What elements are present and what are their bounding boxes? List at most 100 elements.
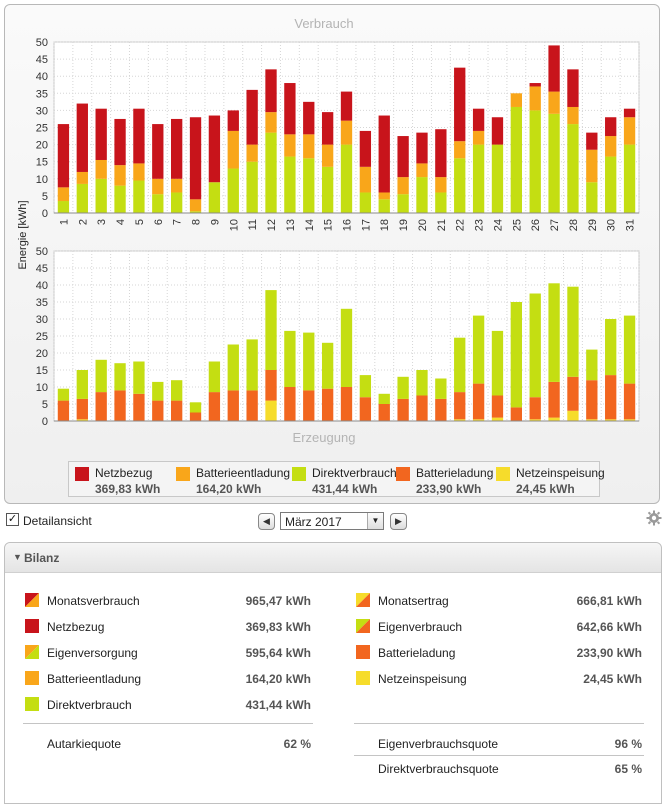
bar-segment-batterieentladung[interactable]: [472, 130, 485, 145]
bar-segment-batterieladung[interactable]: [171, 400, 183, 421]
bar-segment-direktverbrauch[interactable]: [303, 332, 315, 391]
bar-segment-netzbezug[interactable]: [378, 115, 390, 193]
bar-segment-direktverbrauch[interactable]: [208, 182, 221, 213]
bar-segment-direktverbrauch[interactable]: [133, 361, 145, 394]
bar-segment-direktverbrauch[interactable]: [435, 378, 447, 399]
bilanz-header[interactable]: ▼ Bilanz: [5, 543, 661, 573]
bar-segment-netzbezug[interactable]: [171, 118, 183, 179]
bar-segment-direktverbrauch[interactable]: [397, 194, 409, 213]
bar-segment-batterieentladung[interactable]: [416, 163, 428, 178]
bar-segment-batterieladung[interactable]: [397, 398, 409, 421]
bar-segment-direktverbrauch[interactable]: [76, 183, 88, 213]
bar-segment-direktverbrauch[interactable]: [567, 286, 579, 377]
bar-segment-netzbezug[interactable]: [208, 115, 221, 183]
bar-segment-batterieentladung[interactable]: [265, 112, 277, 133]
bar-segment-batterieladung[interactable]: [435, 398, 447, 421]
bar-segment-batterieladung[interactable]: [454, 392, 466, 420]
bar-segment-direktverbrauch[interactable]: [586, 349, 598, 381]
bar-segment-netzbezug[interactable]: [95, 108, 107, 160]
bar-segment-batterieentladung[interactable]: [133, 163, 145, 181]
bar-segment-batterieentladung[interactable]: [586, 149, 598, 183]
bar-segment-batterieladung[interactable]: [340, 387, 353, 421]
bar-segment-netzbezug[interactable]: [321, 112, 334, 145]
bar-segment-batterieentladung[interactable]: [189, 199, 202, 212]
bar-segment-netzbezug[interactable]: [529, 83, 541, 87]
bar-segment-netzbezug[interactable]: [586, 132, 598, 150]
bar-segment-netzbezug[interactable]: [227, 110, 239, 131]
detail-label[interactable]: Detailansicht: [23, 514, 92, 528]
bar-segment-batterieladung[interactable]: [529, 397, 541, 420]
month-select[interactable]: März 2017 ▼: [280, 512, 384, 530]
bar-segment-batterieladung[interactable]: [567, 376, 579, 411]
bar-segment-batterieladung[interactable]: [76, 398, 88, 420]
bar-segment-batterieladung[interactable]: [416, 395, 428, 422]
bar-segment-netzeinspeisung[interactable]: [265, 400, 277, 421]
bar-segment-netzbezug[interactable]: [303, 101, 315, 135]
bar-segment-direktverbrauch[interactable]: [152, 381, 164, 401]
detail-checkbox[interactable]: ✓: [6, 513, 19, 526]
bar-segment-direktverbrauch[interactable]: [454, 158, 466, 213]
bar-segment-netzbezug[interactable]: [57, 124, 70, 188]
bar-segment-direktverbrauch[interactable]: [378, 393, 390, 404]
bar-segment-batterieladung[interactable]: [586, 380, 598, 420]
bar-segment-direktverbrauch[interactable]: [529, 110, 541, 213]
bar-segment-direktverbrauch[interactable]: [152, 194, 164, 213]
bar-segment-netzbezug[interactable]: [114, 118, 126, 166]
bar-segment-direktverbrauch[interactable]: [454, 337, 466, 393]
bar-segment-batterieladung[interactable]: [378, 404, 390, 421]
bar-segment-netzbezug[interactable]: [548, 45, 560, 92]
bar-segment-netzeinspeisung[interactable]: [548, 417, 560, 421]
bar-segment-direktverbrauch[interactable]: [246, 161, 258, 213]
bar-segment-batterieladung[interactable]: [246, 390, 258, 421]
bar-segment-batterieentladung[interactable]: [284, 134, 296, 157]
bar-segment-batterieentladung[interactable]: [340, 120, 353, 145]
bar-segment-batterieentladung[interactable]: [510, 93, 522, 107]
bar-segment-batterieladung[interactable]: [605, 375, 617, 420]
bar-segment-batterieladung[interactable]: [548, 381, 560, 418]
bar-segment-netzeinspeisung[interactable]: [605, 419, 617, 421]
bar-segment-batterieladung[interactable]: [303, 390, 315, 421]
bar-segment-direktverbrauch[interactable]: [491, 144, 504, 213]
bar-segment-batterieladung[interactable]: [623, 383, 636, 420]
bar-segment-direktverbrauch[interactable]: [171, 192, 183, 213]
bar-segment-batterieentladung[interactable]: [57, 187, 70, 202]
bar-segment-batterieentladung[interactable]: [227, 130, 239, 169]
bar-segment-direktverbrauch[interactable]: [548, 113, 560, 213]
bar-segment-batterieentladung[interactable]: [623, 117, 636, 145]
chevron-down-icon[interactable]: ▼: [367, 513, 383, 529]
bar-segment-direktverbrauch[interactable]: [95, 178, 107, 213]
bar-segment-batterieladung[interactable]: [208, 392, 221, 421]
bar-segment-direktverbrauch[interactable]: [359, 192, 372, 213]
bar-segment-direktverbrauch[interactable]: [57, 388, 70, 401]
bar-segment-netzeinspeisung[interactable]: [76, 419, 88, 421]
bar-segment-batterieentladung[interactable]: [359, 166, 372, 193]
bar-segment-direktverbrauch[interactable]: [114, 185, 126, 213]
bar-segment-batterieentladung[interactable]: [378, 192, 390, 200]
bar-segment-direktverbrauch[interactable]: [76, 370, 88, 399]
bar-segment-direktverbrauch[interactable]: [303, 158, 315, 213]
bar-segment-batterieladung[interactable]: [227, 390, 239, 421]
collapse-triangle-icon[interactable]: ▼: [13, 552, 22, 562]
bar-segment-netzbezug[interactable]: [397, 136, 409, 178]
bar-segment-netzbezug[interactable]: [416, 132, 428, 164]
bar-segment-netzbezug[interactable]: [605, 117, 617, 137]
bar-segment-batterieentladung[interactable]: [246, 144, 258, 162]
bar-segment-direktverbrauch[interactable]: [472, 315, 485, 384]
bar-segment-direktverbrauch[interactable]: [623, 144, 636, 213]
gear-icon[interactable]: [646, 510, 662, 526]
bar-segment-direktverbrauch[interactable]: [114, 363, 126, 391]
bar-segment-batterieladung[interactable]: [472, 383, 485, 420]
bar-segment-batterieladung[interactable]: [284, 387, 296, 421]
bar-segment-netzbezug[interactable]: [246, 89, 258, 145]
bar-segment-batterieentladung[interactable]: [171, 178, 183, 193]
bar-segment-netzbezug[interactable]: [454, 67, 466, 142]
bar-segment-direktverbrauch[interactable]: [321, 166, 334, 213]
bar-segment-direktverbrauch[interactable]: [378, 199, 390, 213]
bar-segment-direktverbrauch[interactable]: [227, 344, 239, 391]
bar-segment-netzeinspeisung[interactable]: [472, 419, 485, 421]
bar-segment-netzbezug[interactable]: [567, 69, 579, 107]
bar-segment-batterieentladung[interactable]: [454, 141, 466, 159]
bar-segment-direktverbrauch[interactable]: [208, 361, 221, 393]
bar-segment-netzbezug[interactable]: [133, 108, 145, 164]
bar-segment-direktverbrauch[interactable]: [510, 106, 522, 213]
